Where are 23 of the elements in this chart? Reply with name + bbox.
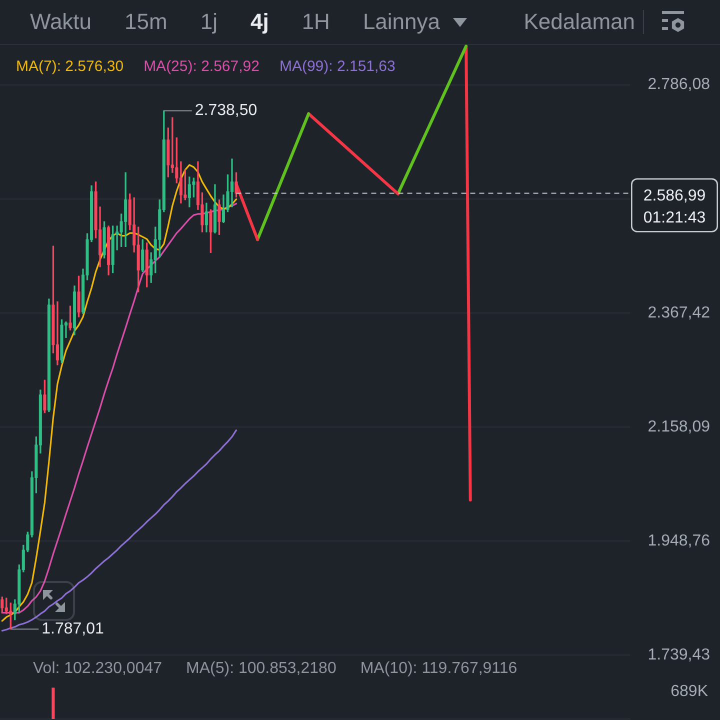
text: MA(10): 119.767,9116	[360, 660, 518, 678]
text: MA(99): 2.151,63	[279, 58, 396, 75]
text: 01:21:43	[643, 210, 706, 227]
text: Lainnya	[362, 9, 440, 35]
text: 4j	[250, 9, 269, 35]
text: 15m	[124, 9, 168, 35]
text: Kedalaman	[524, 9, 635, 35]
text: MA(5): 100.853,2180	[186, 660, 336, 678]
text: 1j	[200, 9, 218, 35]
y-tick-label: 2.786,08	[648, 76, 710, 94]
y-tick-label: 2.158,09	[648, 418, 710, 436]
text: MA(7): 2.576,30	[16, 58, 124, 75]
text: 1H	[302, 9, 330, 35]
text: 2.586,99	[643, 188, 706, 205]
y-tick-label: 1.948,76	[648, 532, 710, 550]
text: 689K	[670, 683, 708, 701]
annotation: 1.787,01	[42, 620, 104, 638]
text: MA(25): 2.567,92	[144, 58, 260, 75]
y-tick-label: 1.739,43	[648, 646, 710, 664]
text: Vol: 102.230,0047	[33, 660, 162, 678]
text: Waktu	[30, 9, 92, 35]
annotation: 2.738,50	[194, 102, 258, 120]
y-tick-label: 2.367,42	[648, 304, 710, 322]
